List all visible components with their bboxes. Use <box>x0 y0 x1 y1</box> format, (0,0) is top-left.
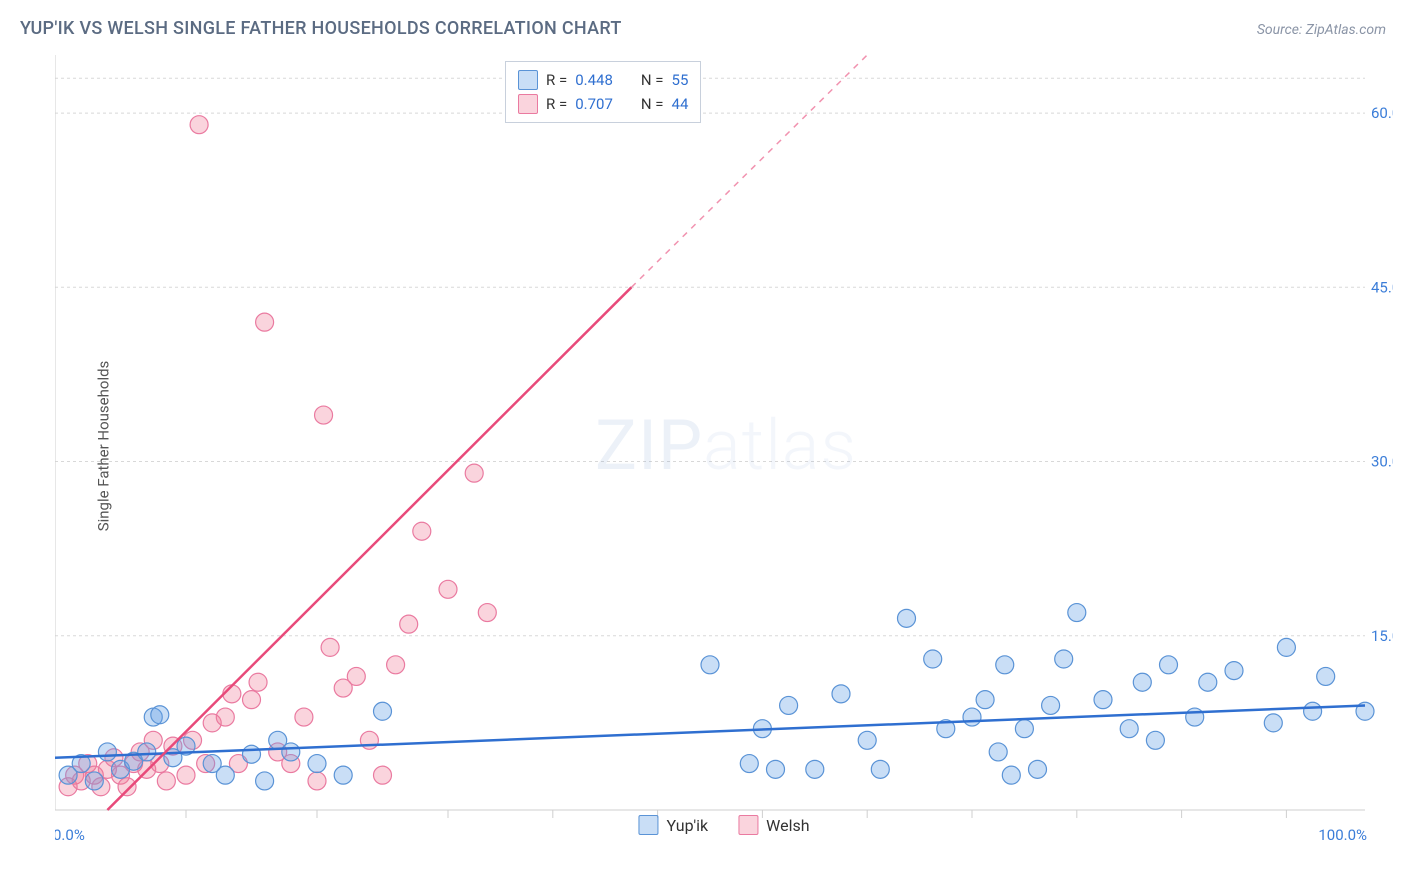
stats-legend-box: R = 0.448 N = 55 R = 0.707 N = 44 <box>505 61 701 123</box>
legend-item-welsh: Welsh <box>738 815 809 835</box>
stats-r-welsh: 0.707 <box>575 92 613 116</box>
svg-text:45.0%: 45.0% <box>1371 278 1393 296</box>
source-credit: Source: ZipAtlas.com <box>1257 22 1386 38</box>
stats-r-yupik: 0.448 <box>575 68 613 92</box>
svg-text:30.0%: 30.0% <box>1371 453 1393 471</box>
legend-item-yupik: Yup'ik <box>638 815 708 835</box>
legend-label-yupik: Yup'ik <box>666 816 708 835</box>
swatch-yupik <box>518 70 538 90</box>
series-legend: Yup'ik Welsh <box>638 815 809 835</box>
stats-n-yupik: 55 <box>672 68 689 92</box>
plot-area: 15.0%30.0%45.0%60.0%0.0%100.0% ZIPatlas … <box>55 55 1393 835</box>
swatch-yupik <box>638 815 658 835</box>
stats-row-yupik: R = 0.448 N = 55 <box>518 68 688 92</box>
svg-text:100.0%: 100.0% <box>1318 826 1367 844</box>
stats-r-label: R = <box>546 92 567 116</box>
stats-r-label: R = <box>546 68 567 92</box>
header: YUP'IK VS WELSH SINGLE FATHER HOUSEHOLDS… <box>0 0 1406 47</box>
svg-text:15.0%: 15.0% <box>1371 627 1393 645</box>
chart-title: YUP'IK VS WELSH SINGLE FATHER HOUSEHOLDS… <box>20 18 622 39</box>
svg-text:60.0%: 60.0% <box>1371 104 1393 122</box>
swatch-welsh <box>738 815 758 835</box>
swatch-welsh <box>518 94 538 114</box>
stats-n-label: N = <box>641 68 664 92</box>
chart-container: YUP'IK VS WELSH SINGLE FATHER HOUSEHOLDS… <box>0 0 1406 892</box>
stats-row-welsh: R = 0.707 N = 44 <box>518 92 688 116</box>
scatter-chart-svg: 15.0% 30.0% 45.0% 60.0% 0.0% 100.0% <box>55 55 1393 855</box>
stats-n-label: N = <box>641 92 664 116</box>
svg-text:0.0%: 0.0% <box>55 826 85 844</box>
stats-n-welsh: 44 <box>672 92 689 116</box>
legend-label-welsh: Welsh <box>766 816 809 835</box>
